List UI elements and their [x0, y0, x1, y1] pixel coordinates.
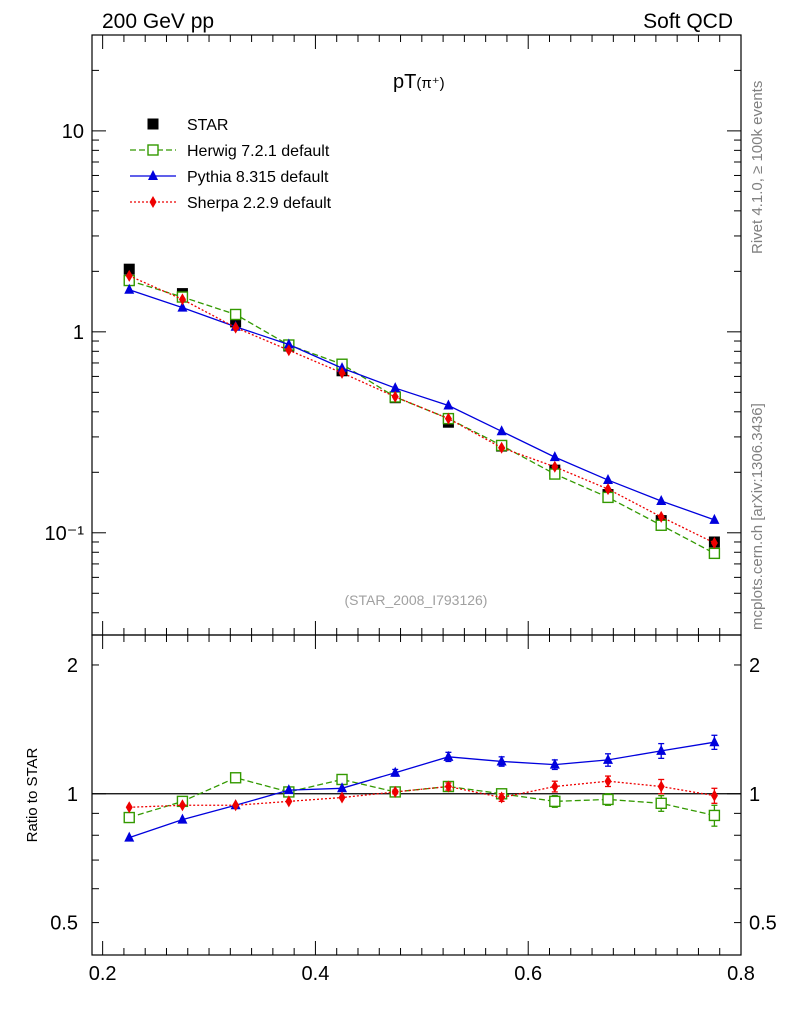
ratio-point-1 — [549, 758, 560, 769]
series-line-2 — [129, 289, 715, 521]
ratio-point-2 — [551, 780, 559, 793]
data-point-3 — [391, 390, 399, 403]
legend-label-herwig: Herwig 7.2.1 default — [187, 143, 330, 160]
ratio-point-2 — [498, 791, 506, 804]
ratio-point-1 — [337, 782, 348, 793]
plot-title-sub: (π⁺) — [416, 75, 444, 92]
data-point-3 — [604, 483, 612, 496]
data-point-3 — [444, 412, 452, 425]
ratio-point-2 — [391, 785, 399, 798]
legend-marker-2 — [148, 170, 158, 180]
ratio-point-2 — [604, 775, 612, 788]
ratio-y-tick-label-right: 0.5 — [749, 913, 777, 935]
x-tick-label: 0.6 — [514, 963, 542, 985]
y-tick-label: 1 — [73, 322, 84, 344]
ratio-point-1 — [390, 766, 401, 777]
series-line-3 — [128, 275, 715, 544]
legend-marker-0 — [147, 118, 159, 130]
header-left: 200 GeV pp — [102, 10, 214, 33]
x-tick-label: 0.2 — [89, 963, 117, 985]
ratio-point-2 — [232, 799, 240, 812]
data-point-2 — [603, 474, 614, 485]
data-point-2 — [124, 283, 135, 294]
data-point-3 — [232, 321, 240, 334]
ratio-point-1 — [283, 784, 294, 795]
data-point-3 — [710, 536, 718, 549]
ratio-point-1 — [124, 831, 135, 842]
legend: STAR Herwig 7.2.1 default Pythia 8.315 d… — [130, 117, 332, 212]
x-tick-label: 0.4 — [302, 963, 330, 985]
ratio-point-2 — [710, 789, 718, 802]
main-plot-series — [123, 263, 721, 560]
legend-label-star: STAR — [187, 117, 228, 134]
legend-label-sherpa: Sherpa 2.2.9 default — [187, 195, 332, 212]
data-point-3 — [551, 460, 559, 473]
ratio-point-0 — [602, 793, 614, 806]
ratio-y-tick-label: 0.5 — [50, 913, 78, 935]
data-point-2 — [177, 301, 188, 312]
reference-label: (STAR_2008_I793126) — [345, 592, 488, 608]
plot-title: pT(π⁺) — [393, 71, 445, 93]
mcplots-label: mcplots.cern.ch [arXiv:1306.3436] — [749, 403, 766, 630]
rivet-label: Rivet 4.1.0, ≥ 100k events — [749, 81, 766, 254]
legend-marker-3 — [149, 196, 157, 208]
ratio-y-tick-label: 1 — [67, 784, 78, 806]
ratio-y-tick-label-right: 1 — [749, 784, 760, 806]
ratio-point-0 — [549, 795, 561, 808]
x-tick-label: 0.8 — [727, 963, 755, 985]
ratio-ylabel: Ratio to STAR — [24, 747, 41, 842]
data-point-0 — [123, 263, 135, 275]
ratio-line-0 — [129, 777, 715, 819]
main-plot-ticks: 10 1 10⁻¹ — [45, 34, 742, 635]
data-point-2 — [656, 494, 667, 505]
ratio-point-0 — [229, 772, 242, 784]
legend-marker-1 — [147, 144, 159, 156]
x-tick-labels: 0.2 0.4 0.6 0.8 — [89, 963, 755, 985]
legend-label-pythia: Pythia 8.315 default — [187, 169, 329, 186]
ratio-line-2 — [129, 780, 715, 808]
ratio-point-1 — [656, 744, 667, 755]
ratio-point-1 — [603, 753, 614, 764]
data-point-3 — [285, 344, 293, 357]
ratio-line-1 — [129, 741, 715, 839]
series-line-1 — [129, 279, 715, 554]
ratio-point-1 — [177, 813, 188, 824]
ratio-point-1 — [443, 750, 454, 761]
y-tick-label: 10 — [62, 121, 84, 143]
plot-title-main: pT — [393, 71, 416, 93]
data-point-1 — [708, 547, 721, 560]
ratio-point-2 — [444, 780, 452, 793]
ratio-point-1 — [496, 755, 507, 766]
data-point-2 — [443, 399, 454, 410]
ratio-point-0 — [708, 809, 721, 822]
data-point-1 — [229, 308, 242, 321]
data-point-2 — [709, 513, 720, 524]
y-tick-label: 10⁻¹ — [45, 523, 85, 545]
data-point-3 — [498, 441, 506, 454]
ratio-point-1 — [709, 736, 720, 747]
ratio-point-0 — [655, 797, 667, 810]
ratio-plot-frame — [91, 634, 742, 956]
header-right: Soft QCD — [643, 10, 733, 33]
ratio-point-2 — [178, 799, 186, 812]
data-point-3 — [125, 269, 133, 282]
ratio-point-0 — [123, 811, 135, 824]
ratio-plot-ticks: 2 2 1 1 0.5 0.5 — [50, 635, 777, 955]
ratio-point-2 — [125, 801, 133, 814]
ratio-plot-series — [92, 734, 741, 842]
data-point-3 — [657, 510, 665, 523]
data-point-2 — [549, 451, 560, 462]
ratio-y-tick-label-right: 2 — [749, 655, 760, 677]
ratio-point-2 — [285, 795, 293, 808]
data-point-2 — [283, 338, 294, 349]
data-point-3 — [338, 366, 346, 379]
ratio-point-2 — [657, 780, 665, 793]
ratio-y-tick-label: 2 — [67, 655, 78, 677]
data-point-2 — [496, 425, 507, 436]
data-point-2 — [390, 382, 401, 393]
ratio-point-2 — [338, 791, 346, 804]
data-point-3 — [178, 293, 186, 306]
